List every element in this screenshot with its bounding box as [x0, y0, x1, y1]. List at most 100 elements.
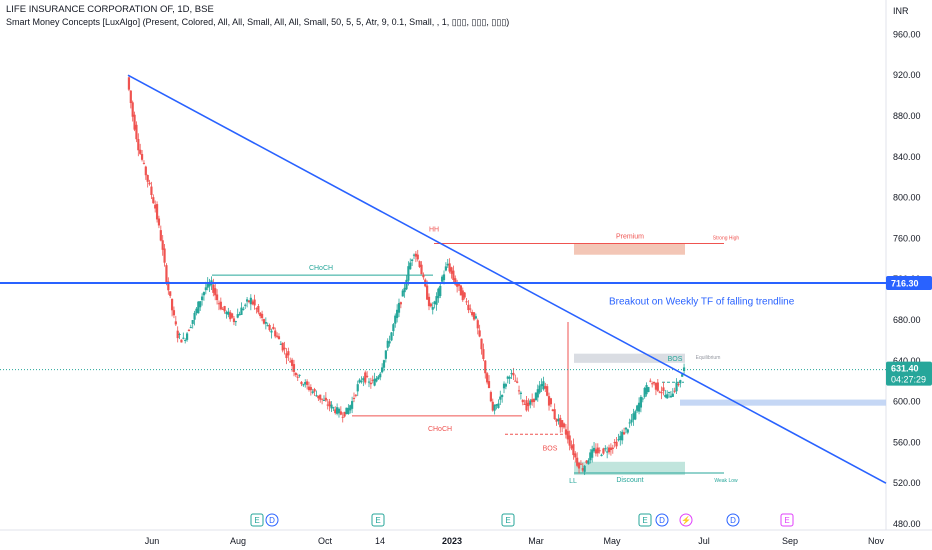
candle-body — [457, 284, 461, 286]
candle-body — [199, 301, 202, 308]
candle-body — [247, 300, 251, 303]
candle-body — [381, 367, 384, 373]
candle-body — [232, 318, 236, 323]
breakout-annotation[interactable]: Breakout on Weekly TF of falling trendli… — [609, 297, 795, 308]
earnings-marker[interactable]: E — [371, 513, 385, 527]
time-tick-label: Oct — [318, 536, 333, 546]
candle-body — [137, 139, 140, 151]
candle-body — [251, 301, 254, 305]
candle-body — [163, 248, 166, 263]
hh-label: HH — [429, 226, 439, 233]
price-axis[interactable]: 480.00520.00560.00600.00640.00680.00720.… — [893, 0, 926, 529]
candle-body — [662, 387, 665, 392]
candle-body — [516, 381, 519, 383]
candle-body — [336, 407, 339, 414]
earnings-marker[interactable]: E — [250, 513, 264, 527]
candle-body — [358, 379, 361, 383]
candle-body — [394, 315, 397, 324]
candle-body — [369, 382, 372, 385]
svg-text:E: E — [642, 516, 647, 525]
price-tick-label: 680.00 — [893, 315, 921, 325]
candle-body — [439, 285, 442, 296]
candle-body — [260, 313, 264, 319]
candle-body — [489, 392, 492, 402]
candle-body — [652, 382, 656, 384]
choch-up-label: CHoCH — [309, 265, 333, 272]
candle-body — [174, 321, 177, 325]
svg-text:E: E — [784, 516, 789, 525]
candle-body — [255, 308, 258, 310]
candle-body — [277, 336, 281, 340]
candle-body — [512, 372, 515, 376]
candle-body — [337, 408, 341, 414]
candle-body — [362, 378, 365, 381]
candle-body — [589, 452, 592, 461]
candle-body — [214, 288, 217, 296]
candle-body — [598, 450, 601, 452]
candle-body — [429, 303, 432, 307]
candle-body — [484, 360, 487, 374]
candle-body — [647, 387, 650, 393]
candle-body — [472, 312, 476, 320]
candle-body — [223, 306, 226, 312]
candle-body — [238, 314, 241, 316]
candle-body — [667, 391, 671, 393]
candle-body — [418, 261, 421, 267]
candle-body — [467, 304, 470, 311]
candle-body — [433, 301, 436, 304]
candle-body — [559, 417, 562, 428]
candle-body — [384, 350, 387, 359]
candle-body — [371, 379, 374, 381]
candle-body — [628, 422, 631, 424]
candle-body — [306, 381, 309, 385]
candle-body — [324, 397, 327, 401]
time-axis[interactable]: Jun Aug Oct 14 2023 Mar May Jul Sep Nov — [145, 536, 885, 546]
svg-text:716.30: 716.30 — [891, 278, 919, 288]
candle-body — [274, 330, 277, 337]
candle-body — [553, 409, 556, 419]
candle-body — [339, 411, 342, 415]
candle-body — [379, 373, 382, 378]
earnings-marker[interactable]: E — [501, 513, 515, 527]
candle-body — [388, 341, 391, 344]
candle-body — [497, 403, 500, 408]
equilibrium-zone — [574, 353, 685, 363]
candle-body — [566, 431, 569, 440]
candle-body — [427, 296, 431, 307]
candle-body — [422, 274, 425, 278]
falling-trendline[interactable] — [127, 74, 887, 484]
candle-body — [592, 447, 596, 452]
earnings-marker[interactable]: E — [780, 513, 794, 527]
candle-body — [482, 349, 485, 359]
dividend-marker[interactable]: D — [655, 513, 669, 527]
candle-body — [583, 465, 586, 472]
candle-body — [476, 320, 479, 329]
indicator-legend[interactable]: Smart Money Concepts [LuxAlgo] (Present,… — [6, 17, 510, 27]
split-marker[interactable]: ⚡ — [679, 513, 693, 527]
candlestick-series[interactable] — [127, 76, 686, 476]
candle-body — [140, 154, 144, 160]
dividend-marker[interactable]: D — [265, 513, 279, 527]
earnings-marker[interactable]: E — [638, 513, 652, 527]
dividend-marker[interactable]: D — [726, 513, 740, 527]
candle-body — [572, 444, 575, 456]
event-markers[interactable]: E D E E E D ⚡ D E — [250, 513, 794, 527]
weak-low-label: Weak Low — [714, 478, 738, 484]
price-tick-label: 920.00 — [893, 70, 921, 80]
candle-body — [249, 297, 252, 305]
candle-body — [641, 398, 644, 400]
candle-body — [206, 282, 209, 288]
candle-body — [221, 308, 224, 310]
svg-text:⚡: ⚡ — [681, 515, 691, 525]
candle-body — [317, 395, 320, 399]
candle-body — [448, 263, 451, 272]
candle-body — [450, 267, 453, 274]
candle-body — [283, 347, 286, 350]
candle-body — [189, 327, 192, 329]
candle-body — [191, 320, 194, 324]
candle-body — [471, 311, 474, 316]
candle-body — [315, 395, 318, 397]
time-tick-label: Aug — [230, 536, 246, 546]
candle-body — [546, 386, 549, 396]
